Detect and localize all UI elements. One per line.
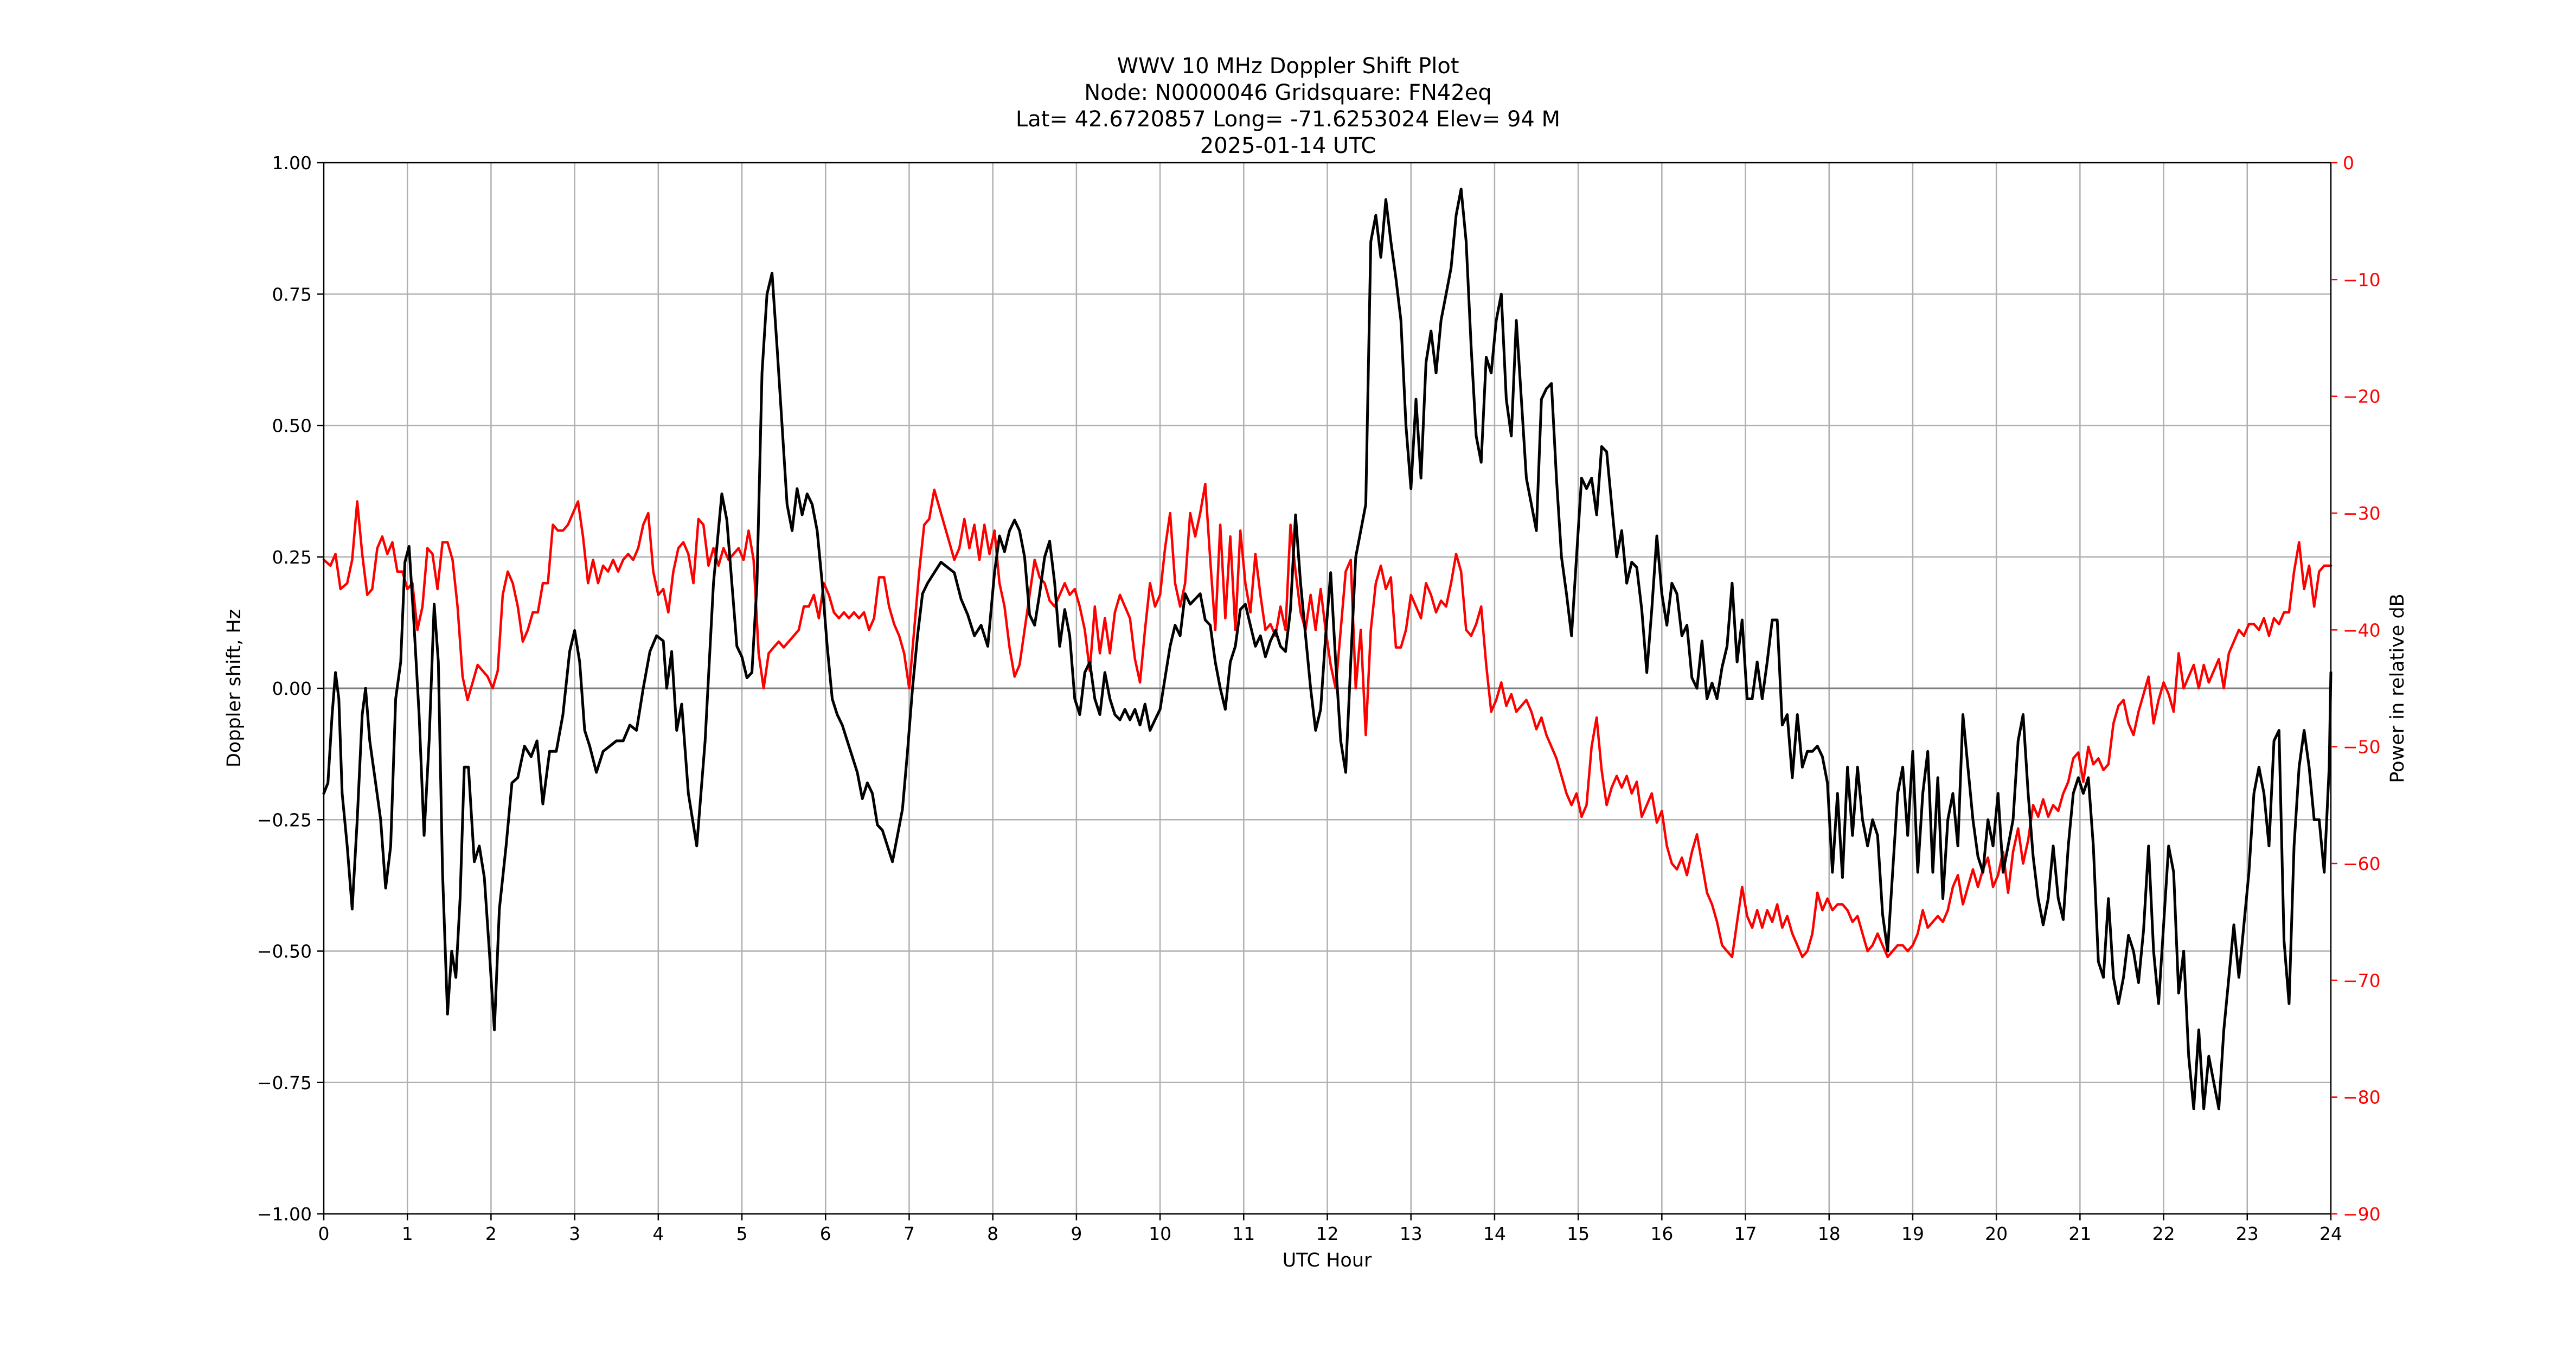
y-tick-label: −1.00 <box>257 1204 312 1225</box>
x-axis-label: UTC Hour <box>1283 1250 1372 1271</box>
y2-tick-label: −40 <box>2343 619 2381 641</box>
chart-title-line-3: Lat= 42.6720857 Long= -71.6253024 Elev= … <box>1016 107 1560 132</box>
y2-tick-label: −20 <box>2343 386 2381 407</box>
x-tick-label: 23 <box>2236 1223 2259 1244</box>
y2-tick-label: −10 <box>2343 269 2381 290</box>
y2-tick-label: −50 <box>2343 737 2381 758</box>
chart-title-line-4: 2025-01-14 UTC <box>1200 133 1376 158</box>
y-tick-label: 1.00 <box>272 152 312 174</box>
x-tick-label: 3 <box>569 1223 580 1244</box>
y-tick-label: 0.25 <box>272 547 312 568</box>
x-tick-label: 24 <box>2319 1223 2342 1244</box>
y2-tick-label: −80 <box>2343 1087 2381 1108</box>
x-tick-label: 7 <box>903 1223 915 1244</box>
x-tick-label: 22 <box>2152 1223 2175 1244</box>
x-axis-ticks: 0 1 2 3 4 5 6 7 8 9 10 11 12 13 14 15 16 17 18 19 20 21 22 23 24 <box>318 1214 2342 1244</box>
y-tick-label: 0.75 <box>272 284 312 305</box>
y2-tick-label: −90 <box>2343 1204 2381 1225</box>
x-tick-label: 11 <box>1232 1223 1255 1244</box>
chart-title-line-1: WWV 10 MHz Doppler Shift Plot <box>1117 54 1459 79</box>
x-tick-label: 19 <box>1901 1223 1924 1244</box>
y-axis-right-ticks: 0 −10 −20 −30 −40 −50 −60 −70 −80 −90 <box>2331 152 2381 1225</box>
x-tick-label: 9 <box>1071 1223 1082 1244</box>
x-tick-label: 2 <box>485 1223 497 1244</box>
x-tick-label: 10 <box>1149 1223 1171 1244</box>
y-tick-label: −0.25 <box>257 809 312 830</box>
x-tick-label: 15 <box>1567 1223 1590 1244</box>
x-tick-label: 14 <box>1483 1223 1506 1244</box>
y-tick-label: 0.00 <box>272 678 312 699</box>
y2-tick-label: 0 <box>2343 152 2354 174</box>
x-tick-label: 1 <box>402 1223 413 1244</box>
x-tick-label: 17 <box>1734 1223 1757 1244</box>
y-tick-label: 0.50 <box>272 415 312 437</box>
y-tick-label: −0.75 <box>257 1072 312 1093</box>
series-lines <box>322 188 2333 1110</box>
y-axis-left-label: Doppler shift, Hz <box>223 609 245 767</box>
y2-tick-label: −60 <box>2343 853 2381 874</box>
x-tick-label: 5 <box>736 1223 748 1244</box>
x-tick-label: 18 <box>1818 1223 1841 1244</box>
x-tick-label: 4 <box>652 1223 664 1244</box>
x-tick-label: 8 <box>987 1223 998 1244</box>
x-tick-label: 20 <box>1985 1223 2008 1244</box>
y-axis-right-label: Power in relative dB <box>2387 593 2408 783</box>
y2-tick-label: −70 <box>2343 970 2381 991</box>
x-tick-label: 13 <box>1400 1223 1422 1244</box>
y-axis-left-ticks: 1.00 0.75 0.50 0.25 0.00 −0.25 −0.50 −0.75 −1.00 <box>257 152 324 1225</box>
x-tick-label: 12 <box>1316 1223 1339 1244</box>
x-tick-label: 6 <box>820 1223 831 1244</box>
doppler-series-line <box>322 188 2333 1110</box>
y-tick-label: −0.50 <box>257 941 312 962</box>
chart-title-line-2: Node: N0000046 Gridsquare: FN42eq <box>1084 80 1492 105</box>
chart-title: WWV 10 MHz Doppler Shift Plot Node: N000… <box>1016 54 1560 158</box>
x-tick-label: 0 <box>318 1223 330 1244</box>
x-tick-label: 21 <box>2068 1223 2091 1244</box>
power-series-line <box>322 482 2333 958</box>
x-tick-label: 16 <box>1650 1223 1673 1244</box>
y2-tick-label: −30 <box>2343 503 2381 524</box>
